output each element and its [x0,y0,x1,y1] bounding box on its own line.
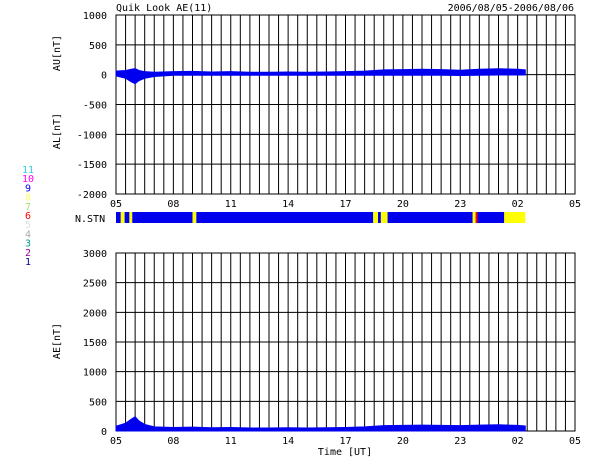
au-al-ytick-label: -1500 [77,160,107,171]
x-axis-label: Time [UT] [318,447,372,458]
ae-xtick-label: 08 [167,436,179,447]
legend-item-4: 4 [25,229,31,240]
au-axis-label: AU[nT] [52,35,63,71]
n-stn-segment [132,212,193,223]
series-ae-area [115,416,526,432]
au-al-ytick-label: -1000 [77,130,107,141]
n-stn-segment [120,212,125,223]
n-stn-segment [196,212,374,223]
ae-panel: AE[nT] Time [UT] 3000 2500 2000 1500 1000 500… [52,249,581,458]
ae-xtick-label: 11 [225,436,237,447]
ae-xtick-label: 05 [110,436,122,447]
au-al-xtick-label: 17 [339,199,351,210]
ae-xtick-label: 14 [282,436,294,447]
date-range: 2006/08/05-2006/08/06 [448,3,574,14]
au-al-xtick-label: 14 [282,199,294,210]
n-stn-segment [373,212,379,223]
legend-item-3: 3 [25,239,31,250]
n-stn-bar: N.STN [75,212,526,225]
ae-ytick-label: 0 [101,427,107,438]
n-stn-segment [192,212,197,223]
n-stn-segment [380,212,388,223]
chart-title: Quik Look AE(11) [116,3,212,14]
legend-item-5: 5 [25,220,31,231]
au-al-xtick-label: 08 [167,199,179,210]
ae-ytick-label: 500 [89,397,107,408]
ae-xtick-label: 17 [339,436,351,447]
n-stn-segment [116,212,121,223]
au-al-xtick-label: 05 [110,199,122,210]
n-stn-segment [124,212,130,223]
legend-item-11: 11 [22,165,34,176]
series-al-area [115,74,526,85]
legend-item-7: 7 [25,202,31,213]
au-al-frame [115,14,576,195]
au-al-xtick-label: 11 [225,199,237,210]
au-al-xtick-label: 23 [454,199,466,210]
ae-ytick-label: 3000 [83,249,107,260]
au-al-ytick-label: -2000 [77,190,107,201]
au-al-ytick-label: 1000 [83,11,107,22]
ae-xtick-label: 20 [397,436,409,447]
n-stn-segment [378,212,381,223]
ae-xtick-label: 05 [569,436,581,447]
n-stn-segment [387,212,473,223]
au-al-xtick-label: 05 [569,199,581,210]
au-al-ytick-label: -500 [83,101,107,112]
ae-ytick-label: 1500 [83,338,107,349]
n-stn-segment [504,212,526,223]
n-stn-segment [472,212,476,223]
legend-item-9: 9 [25,183,31,194]
series-au-area [115,68,526,76]
legend-item-1: 1 [25,257,31,268]
n-stn-segment [129,212,133,223]
al-axis-label: AL[nT] [52,113,63,149]
n-stn-segment [477,212,505,223]
legend-item-8: 8 [25,193,31,204]
ae-xtick-label: 02 [512,436,524,447]
ae-axis-label: AE[nT] [52,323,63,359]
legend-item-2: 2 [25,248,31,259]
legend-item-10: 10 [22,174,34,185]
au-al-ytick-label: 500 [89,41,107,52]
ae-xtick-label: 23 [454,436,466,447]
au-al-xtick-label: 02 [512,199,524,210]
ae-ytick-label: 2500 [83,279,107,290]
ae-ytick-label: 2000 [83,308,107,319]
au-al-xtick-label: 20 [397,199,409,210]
ae-ytick-label: 1000 [83,368,107,379]
au-al-panel: AU[nT] AL[nT] 1000 500 0 -500 -1000 -1500 -200… [52,11,581,210]
legend-item-6: 6 [25,211,31,222]
n-stn-label: N.STN [75,214,105,225]
n-stn-segment [475,212,478,223]
au-al-ytick-label: 0 [101,71,107,82]
